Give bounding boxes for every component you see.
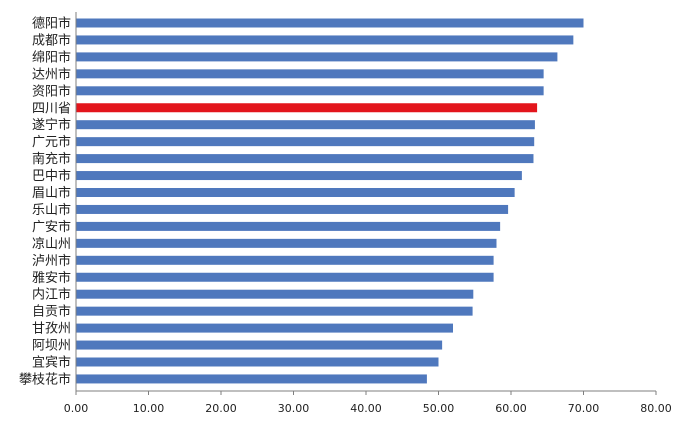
category-label: 甘孜州: [32, 322, 71, 337]
bar-绵阳市: [76, 52, 558, 62]
x-tick-label: 80.00: [640, 402, 672, 415]
category-label: 成都市: [32, 32, 71, 48]
x-tick-label: 50.00: [423, 402, 455, 415]
bar-阿坝州: [76, 340, 443, 350]
category-label: 乐山市: [32, 202, 71, 218]
category-label: 达州市: [32, 66, 71, 82]
x-tick-label: 20.00: [205, 402, 237, 415]
category-label: 资阳市: [32, 83, 71, 99]
category-label: 广安市: [32, 219, 71, 235]
x-tick-label: 70.00: [568, 402, 600, 415]
category-label: 凉山州: [32, 237, 71, 252]
category-label: 四川省: [32, 101, 71, 116]
category-label: 巴中市: [32, 168, 71, 184]
bar-眉山市: [76, 188, 515, 197]
x-tick-label: 30.00: [278, 402, 310, 415]
bar-内江市: [76, 289, 474, 299]
bar-甘孜州: [76, 323, 453, 333]
bar-巴中市: [76, 171, 522, 181]
bar-四川省: [76, 103, 538, 113]
category-label: 泸州市: [32, 253, 71, 269]
category-label: 阿坝州: [32, 339, 71, 354]
bar-雅安市: [76, 272, 494, 282]
category-label: 内江市: [32, 287, 71, 303]
bar-攀枝花市: [76, 374, 427, 384]
bar-广元市: [76, 137, 535, 147]
bars-group: [76, 18, 584, 384]
category-label: 攀枝花市: [19, 371, 71, 387]
category-label: 自贡市: [32, 304, 71, 320]
bar-自贡市: [76, 306, 473, 316]
category-label: 南充市: [32, 151, 71, 167]
bar-资阳市: [76, 86, 544, 96]
x-tick-label: 0.00: [64, 402, 89, 415]
category-label: 宜宾市: [32, 355, 71, 371]
bar-遂宁市: [76, 120, 535, 130]
bar-宜宾市: [76, 357, 439, 367]
category-label: 绵阳市: [32, 49, 71, 65]
category-label: 德阳市: [32, 16, 71, 32]
bar-广安市: [76, 221, 501, 231]
category-labels: 德阳市成都市绵阳市达州市资阳市四川省遂宁市广元市南充市巴中市眉山市乐山市广安市凉…: [19, 16, 71, 388]
bar-德阳市: [76, 18, 584, 28]
bar-泸州市: [76, 255, 494, 265]
x-tick-label: 10.00: [133, 402, 165, 415]
bar-凉山州: [76, 238, 497, 248]
x-tick-label: 60.00: [495, 402, 527, 415]
bar-南充市: [76, 154, 534, 164]
bar-达州市: [76, 69, 544, 79]
bar-乐山市: [76, 204, 509, 214]
x-axis: 0.00 10.00 20.00 30.00 40.00 50.00 60.00 70.00 8…: [64, 12, 672, 415]
category-label: 广元市: [32, 134, 71, 150]
category-label: 眉山市: [32, 185, 71, 201]
bar-成都市: [76, 35, 574, 45]
x-tick-label: 40.00: [350, 402, 382, 415]
category-label: 遂宁市: [32, 117, 71, 133]
category-label: 雅安市: [32, 270, 71, 286]
